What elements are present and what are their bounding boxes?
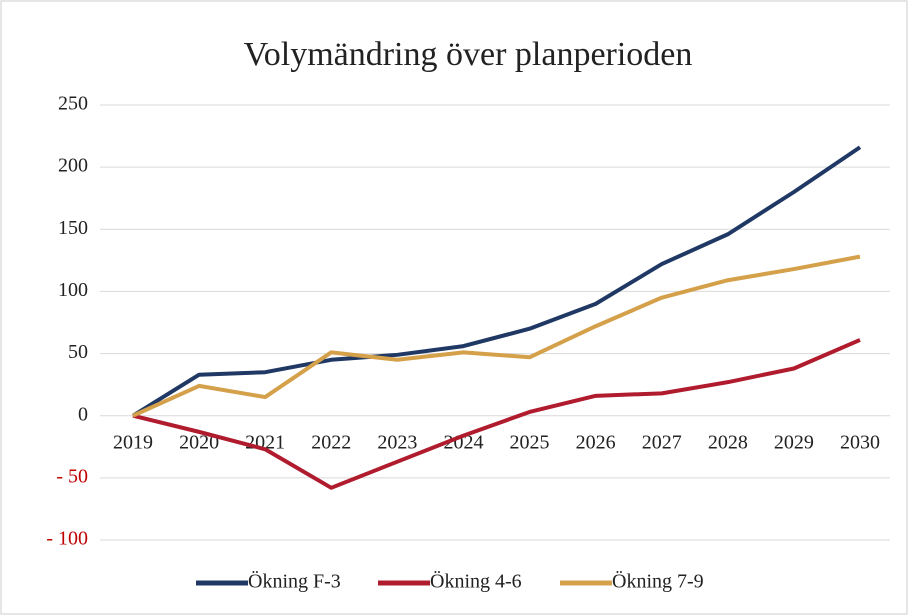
x-tick-label: 2027: [642, 431, 682, 453]
y-tick-label: 250: [58, 93, 88, 115]
x-tick-label: 2020: [179, 431, 219, 453]
x-tick-label: 2024: [443, 431, 483, 453]
y-tick-label: 150: [58, 217, 88, 239]
x-tick-label: 2023: [377, 431, 417, 453]
x-tick-label: 2030: [840, 431, 880, 453]
series-line: [132, 338, 861, 490]
x-tick-label: 2029: [774, 431, 814, 453]
x-tick-label: 2026: [576, 431, 616, 453]
y-tick-label: 200: [58, 155, 88, 177]
series-line: [131, 145, 862, 418]
x-tick-label: 2022: [311, 431, 351, 453]
legend-label: Ökning 7-9: [612, 570, 704, 593]
y-tick-label: 0: [78, 403, 88, 425]
y-tick-label: 100: [58, 279, 88, 301]
x-tick-label: 2028: [708, 431, 748, 453]
y-tick-label: - 100: [46, 528, 88, 550]
legend-label: Ökning 4-6: [430, 570, 522, 593]
chart-title: Volymändring över planperioden: [244, 36, 693, 73]
y-tick-label: - 50: [56, 465, 88, 487]
x-tick-label: 2019: [113, 431, 153, 453]
legend-label: Ökning F-3: [248, 570, 341, 593]
series-line: [132, 254, 861, 418]
x-tick-label: 2025: [510, 431, 550, 453]
y-tick-label: 50: [68, 341, 88, 363]
